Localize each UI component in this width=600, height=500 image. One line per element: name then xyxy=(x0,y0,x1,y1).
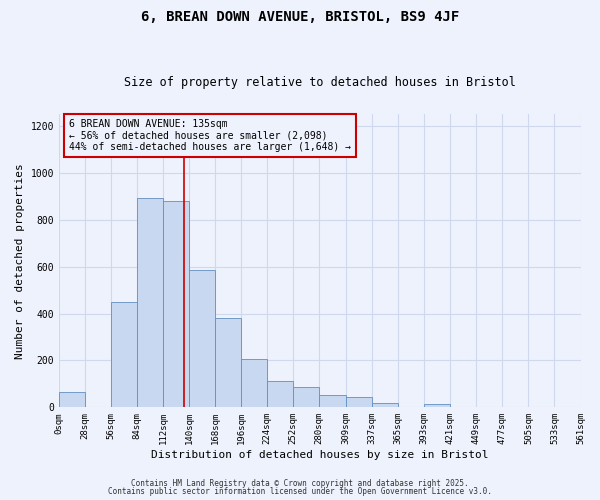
Bar xyxy=(59,392,85,407)
Text: Contains public sector information licensed under the Open Government Licence v3: Contains public sector information licen… xyxy=(108,487,492,496)
Text: 6 BREAN DOWN AVENUE: 135sqm
← 56% of detached houses are smaller (2,098)
44% of : 6 BREAN DOWN AVENUE: 135sqm ← 56% of det… xyxy=(70,118,352,152)
Y-axis label: Number of detached properties: Number of detached properties xyxy=(15,163,25,358)
Bar xyxy=(137,198,163,408)
Title: Size of property relative to detached houses in Bristol: Size of property relative to detached ho… xyxy=(124,76,515,90)
Bar xyxy=(424,404,451,407)
X-axis label: Distribution of detached houses by size in Bristol: Distribution of detached houses by size … xyxy=(151,450,488,460)
Bar xyxy=(319,395,346,407)
Bar xyxy=(241,360,267,408)
Text: 6, BREAN DOWN AVENUE, BRISTOL, BS9 4JF: 6, BREAN DOWN AVENUE, BRISTOL, BS9 4JF xyxy=(141,10,459,24)
Bar xyxy=(189,270,215,407)
Bar xyxy=(215,318,241,408)
Bar xyxy=(293,387,319,407)
Bar xyxy=(163,202,189,408)
Bar xyxy=(111,302,137,408)
Bar xyxy=(346,397,372,407)
Bar xyxy=(267,381,293,407)
Bar xyxy=(372,403,398,407)
Text: Contains HM Land Registry data © Crown copyright and database right 2025.: Contains HM Land Registry data © Crown c… xyxy=(131,478,469,488)
